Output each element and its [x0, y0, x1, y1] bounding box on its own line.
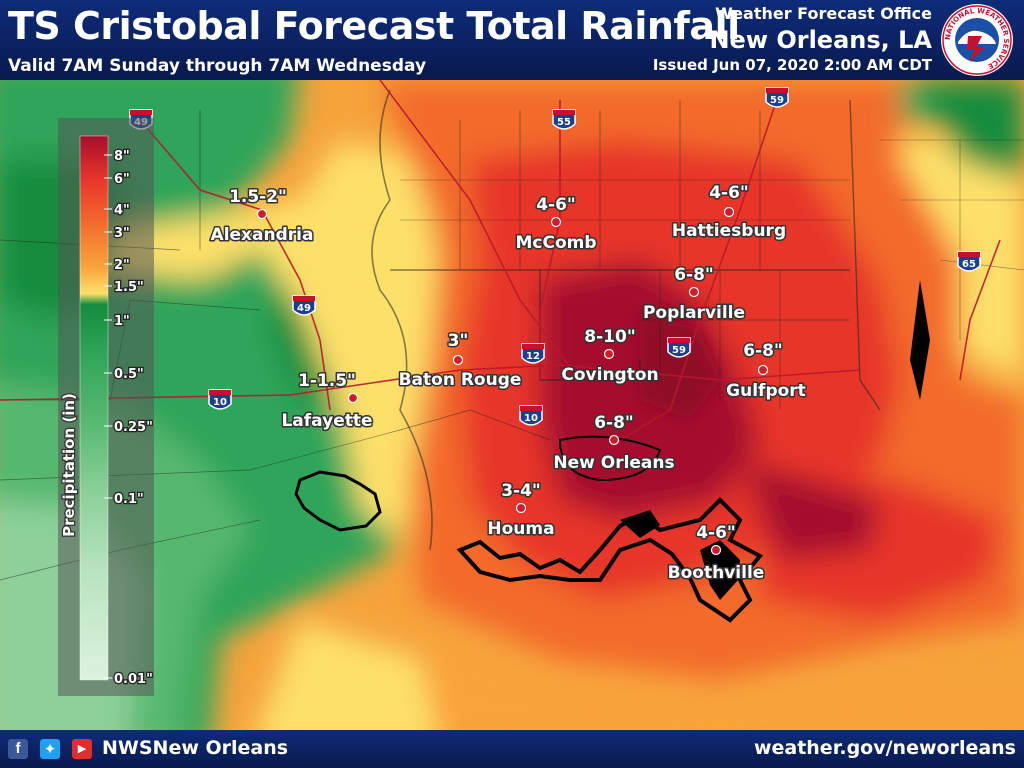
highway-shield-label: 10 [213, 397, 227, 408]
city-marker: 3-4" Houma [486, 480, 556, 541]
city-marker: 4-6" Hattiesburg [670, 182, 787, 243]
highway-shield-label: 12 [526, 351, 540, 362]
city-markers: 1.5-2" Alexandria 4-6" McComb 4-6" Hattiesbur… [209, 182, 808, 585]
city-dot [603, 348, 615, 360]
city-name-label: McComb [515, 233, 596, 253]
highway-shield-label: 49 [297, 303, 311, 314]
rainfall-amount-label: 3-4" [501, 481, 541, 501]
legend-tick-label: 3" [114, 226, 130, 241]
city-name-label: Alexandria [211, 225, 314, 245]
city-dot [452, 354, 464, 366]
highway-lines [0, 80, 1001, 441]
city-name-label: Boothville [668, 563, 765, 583]
rainfall-amount-label: 6-8" [743, 341, 783, 361]
city-name-label: Baton Rouge [399, 370, 522, 390]
facebook-icon[interactable]: f [8, 739, 28, 759]
office-name: Weather Forecast Office [715, 4, 932, 23]
rainfall-amount-label: 6-8" [674, 265, 714, 285]
coastline [294, 280, 930, 623]
highway-shields[interactable]: 49 55 59 65 49 12 59 10 10 [129, 87, 981, 426]
rainfall-amount-label: 1.5-2" [229, 187, 287, 207]
header-banner: TS Cristobal Forecast Total Rainfall Val… [0, 0, 1024, 80]
city-dot [723, 206, 735, 218]
city-dot [256, 208, 268, 220]
legend-tick-label: 0.5" [114, 367, 144, 382]
city-name-label: Houma [487, 519, 554, 539]
city-name-label: New Orleans [553, 453, 674, 473]
office-city: New Orleans, LA [709, 26, 932, 54]
highway-shield-label: 65 [962, 259, 976, 270]
issued-time: Issued Jun 07, 2020 2:00 AM CDT [652, 56, 932, 74]
city-name-label: Poplarville [643, 303, 745, 323]
map-title: TS Cristobal Forecast Total Rainfall [8, 4, 740, 48]
highway-shield-label: 55 [557, 117, 571, 128]
city-name-label: Lafayette [281, 411, 372, 431]
legend-tick-label: 1.5" [114, 280, 144, 295]
city-marker: 4-6" McComb [514, 194, 598, 255]
legend-tick-label: 4" [114, 203, 130, 218]
highway-shield-label: 59 [672, 345, 686, 356]
city-name-label: Covington [561, 365, 658, 385]
website-link[interactable]: weather.gov/neworleans [753, 737, 1016, 759]
legend-tick-label: 8" [114, 149, 130, 164]
city-marker: 3" Baton Rouge [397, 330, 523, 392]
legend-tick-label: 2" [114, 258, 130, 273]
city-marker: 6-8" Gulfport [725, 340, 808, 403]
highway-shield-label: 10 [524, 413, 538, 424]
precip-legend: Precipitation (in) 8" 6" 4" 3" 2" 1.5" 1" 0.5" 0… [58, 118, 154, 696]
city-marker: 1.5-2" Alexandria [209, 186, 315, 247]
legend-title: Precipitation (in) [60, 393, 78, 537]
city-dot [347, 392, 359, 404]
city-name-label: Hattiesburg [672, 221, 786, 241]
social-handle[interactable]: NWSNew Orleans [102, 737, 289, 759]
rainfall-amount-label: 4-6" [709, 183, 749, 203]
city-dot [550, 216, 562, 228]
city-marker: 1-1.5" Lafayette [280, 370, 374, 433]
legend-tick-label: 0.25" [114, 420, 153, 435]
rainfall-amount-label: 1-1.5" [298, 371, 356, 391]
legend-tick-label: 6" [114, 172, 130, 187]
city-marker: 4-6" Boothville [666, 522, 766, 585]
city-dot [688, 286, 700, 298]
city-dot [608, 434, 620, 446]
legend-tick-label: 0.01" [114, 672, 153, 687]
city-marker: 8-10" Covington [560, 326, 660, 387]
city-name-label: Gulfport [726, 381, 806, 401]
footer-banner: f ✦ ▶ NWSNew Orleans weather.gov/neworle… [0, 730, 1024, 768]
nws-logo-icon: NATIONAL WEATHER SERVICE [941, 4, 1013, 76]
rainfall-amount-label: 4-6" [536, 195, 576, 215]
rainfall-amount-label: 8-10" [584, 327, 635, 347]
twitter-icon[interactable]: ✦ [40, 739, 60, 759]
city-dot [757, 364, 769, 376]
city-marker: 6-8" New Orleans [552, 412, 676, 475]
rainfall-map: 49 55 59 65 49 12 59 10 10 Precipitation… [0, 80, 1024, 730]
city-dot [710, 544, 722, 556]
legend-tick-label: 1" [114, 314, 130, 329]
city-dot [515, 502, 527, 514]
rainfall-amount-label: 3" [448, 331, 469, 351]
valid-period: Valid 7AM Sunday through 7AM Wednesday [8, 56, 427, 76]
youtube-icon[interactable]: ▶ [72, 739, 92, 759]
rainfall-amount-label: 4-6" [696, 523, 736, 543]
highway-shield-label: 59 [770, 95, 784, 106]
legend-tick-label: 0.1" [114, 492, 144, 507]
rainfall-amount-label: 6-8" [594, 413, 634, 433]
city-marker: 6-8" Poplarville [641, 264, 746, 325]
